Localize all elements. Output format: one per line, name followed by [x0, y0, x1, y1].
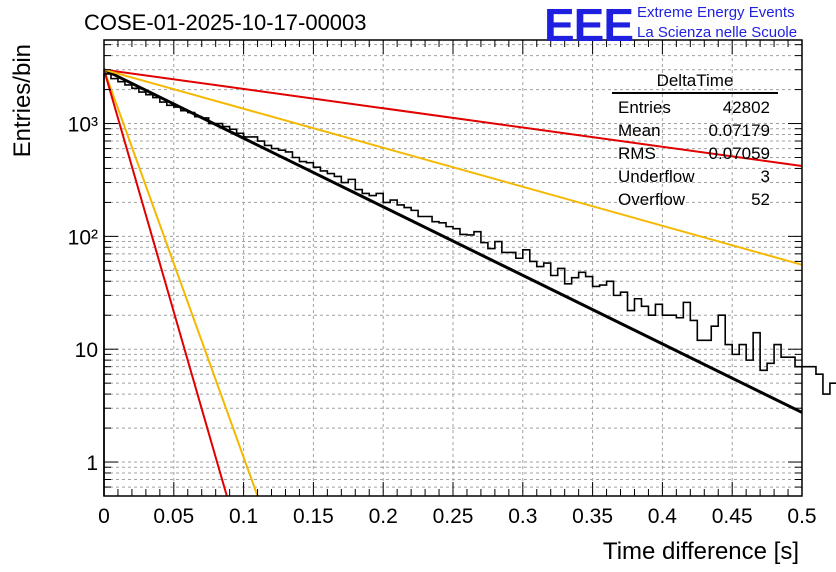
logo-caption: Extreme Energy Events La Scienza nelle S…	[637, 3, 797, 43]
stats-label: Mean	[618, 121, 661, 140]
stats-label: Underflow	[618, 167, 695, 186]
x-tick-label: 0.3	[508, 505, 537, 528]
series-line-red-slow	[103, 68, 803, 168]
series-line-exponential-fit	[103, 68, 803, 414]
stats-box: DeltaTime Entries 42802 Mean 0.07179 RMS…	[612, 71, 778, 211]
y-tick-label: 1	[86, 452, 98, 475]
x-tick-label: 0.4	[648, 505, 678, 528]
stats-label: Overflow	[618, 190, 686, 209]
stats-row-mean: Mean 0.07179	[612, 119, 778, 142]
x-tick-label: 0.25	[433, 505, 474, 528]
x-tick-label: 0.5	[787, 505, 816, 528]
series-lines	[103, 68, 803, 497]
grid	[104, 40, 802, 497]
stats-label: Entries	[618, 98, 671, 117]
stats-row-rms: RMS 0.07059	[612, 142, 778, 165]
stats-row-underflow: Underflow 3	[612, 165, 778, 188]
x-axis-label: Time difference [s]	[603, 538, 799, 565]
stats-row-overflow: Overflow 52	[612, 188, 778, 211]
x-tick-label: 0	[98, 505, 110, 528]
x-tick-label: 0.15	[293, 505, 334, 528]
stats-title: DeltaTime	[612, 71, 778, 94]
stats-value: 52	[751, 190, 770, 209]
y-tick-label: 10²	[68, 226, 98, 249]
stats-value: 0.07179	[708, 121, 770, 140]
logo-line-1: Extreme Energy Events	[637, 4, 795, 21]
x-tick-label: 0.45	[712, 505, 753, 528]
series-line-red-fast	[103, 69, 228, 497]
stats-value: 0.07059	[708, 144, 770, 163]
eee-logo: EEE	[544, 0, 634, 51]
x-tick-label: 0.05	[153, 505, 194, 528]
histogram	[103, 73, 836, 496]
axes: 0 0.05 0.1 0.15 0.2 0.25 0.3 0.35 0.4 0.45 0.5 1 10 1…	[68, 40, 817, 528]
series-line-orange-fast	[103, 69, 259, 497]
series-line-orange-slow	[103, 68, 803, 266]
plot-title: COSE-01-2025-10-17-00003	[84, 10, 367, 35]
logo-line-2: La Scienza nelle Scuole	[637, 24, 798, 41]
stats-value: 3	[760, 167, 770, 186]
x-tick-label: 0.35	[572, 505, 613, 528]
stats-label: RMS	[618, 144, 656, 163]
stats-value: 42802	[722, 98, 770, 117]
y-axis-label: Entries/bin	[9, 44, 36, 157]
histogram-outline	[103, 73, 836, 496]
stats-row-entries: Entries 42802	[612, 96, 778, 119]
y-tick-label: 10	[75, 339, 98, 362]
y-tick-label: 10³	[68, 114, 98, 137]
x-tick-label: 0.1	[229, 505, 258, 528]
x-tick-label: 0.2	[369, 505, 398, 528]
